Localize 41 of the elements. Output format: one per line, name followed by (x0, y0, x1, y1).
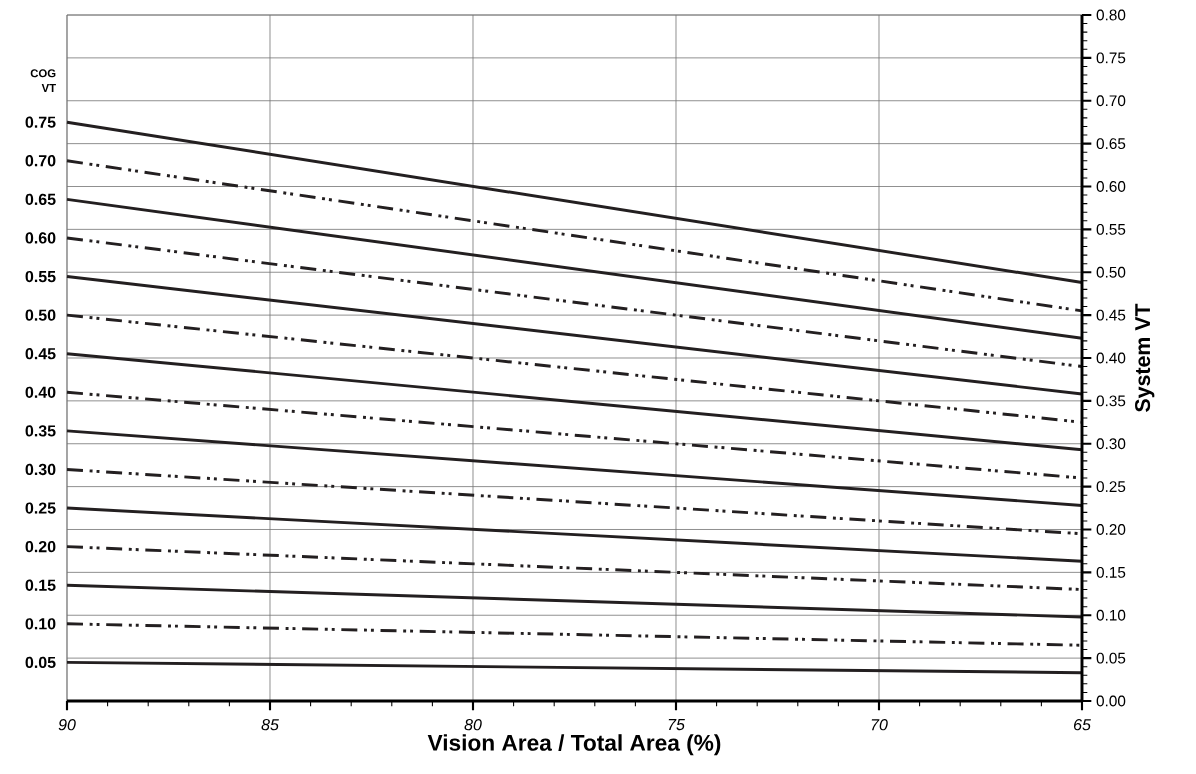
y-tick-label: 0.35 (1096, 395, 1126, 407)
y-tick-label: 0.20 (1096, 524, 1126, 535)
x-tick-label: 80 (464, 719, 482, 731)
series-label: 0.50 (25, 309, 56, 321)
x-tick-label: 85 (261, 719, 279, 731)
x-axis-title: Vision Area / Total Area (%) (427, 734, 721, 756)
x-tick-label: 70 (871, 719, 888, 731)
series-label: 0.35 (25, 425, 56, 437)
series-label: 0.65 (25, 193, 56, 206)
series-label: 0.10 (25, 618, 56, 630)
series-label: 0.25 (25, 502, 56, 514)
y-tick-label: 0.10 (1096, 609, 1126, 621)
y-tick-label: 0.30 (1096, 438, 1126, 450)
y-tick-label: 0.80 (1096, 9, 1126, 21)
series-label: 0.45 (25, 348, 56, 360)
x-tick-label: 65 (1073, 719, 1091, 731)
y-tick-label: 0.45 (1096, 309, 1126, 321)
series-label: 0.70 (25, 155, 56, 167)
series-label: 0.20 (25, 540, 56, 553)
series-label: 0.55 (25, 270, 56, 283)
y-tick-label: 0.15 (1096, 566, 1126, 578)
y-tick-label: 0.40 (1096, 352, 1126, 364)
y-tick-label: 0.70 (1096, 95, 1126, 107)
x-tick-label: 75 (668, 719, 685, 731)
y-tick-label: 0.05 (1096, 652, 1126, 664)
series-label: 0.15 (25, 579, 56, 591)
y-tick-label: 0.60 (1096, 181, 1126, 192)
y-tick-label: 0.25 (1096, 481, 1126, 493)
legend-title: COG VT (30, 69, 56, 92)
series-label: 0.75 (25, 116, 56, 128)
y-axis-title: System VT (1135, 303, 1155, 412)
x-tick-label: 90 (58, 719, 76, 731)
y-tick-label: 0.55 (1096, 223, 1126, 235)
y-tick-label: 0.50 (1096, 266, 1126, 278)
series-label: 0.05 (25, 656, 56, 669)
y-tick-label: 0.75 (1096, 52, 1126, 64)
series-label: 0.40 (25, 386, 56, 398)
series-label: 0.30 (25, 463, 56, 476)
y-tick-label: 0.00 (1096, 695, 1126, 707)
series-label: 0.60 (25, 232, 56, 244)
y-tick-label: 0.65 (1096, 138, 1126, 150)
